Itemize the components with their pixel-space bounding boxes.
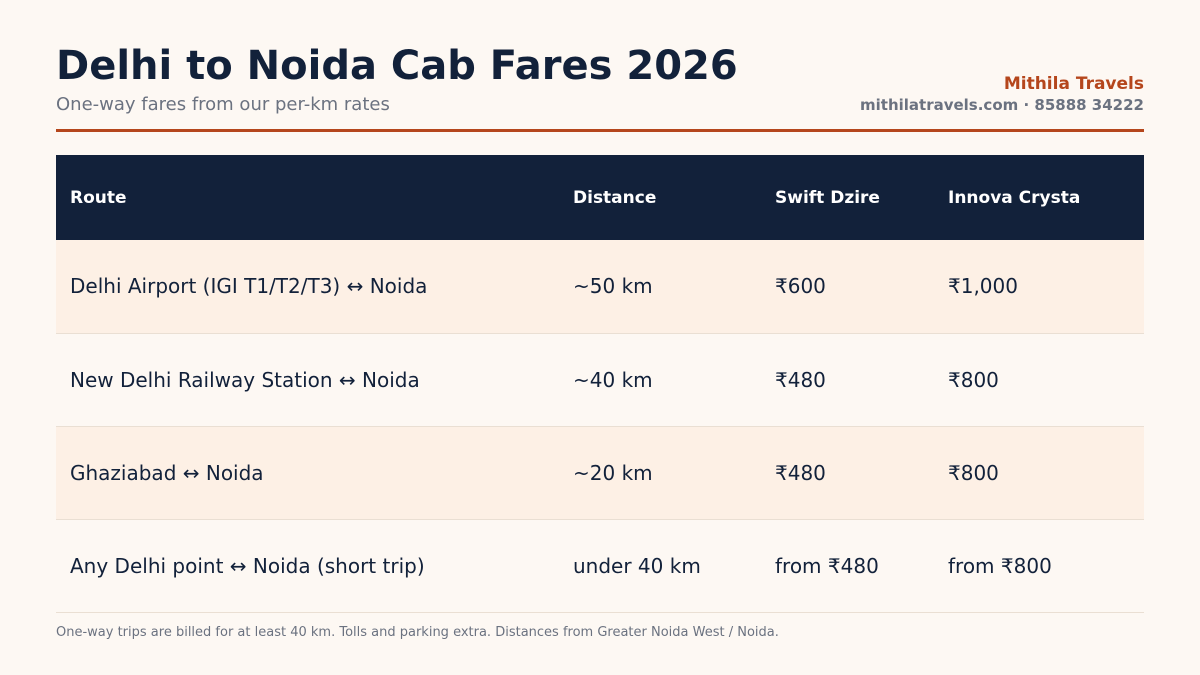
swift-dzire-fare-cell: ₹480 bbox=[761, 333, 934, 427]
brand-block: Mithila Travels mithilatravels.com · 858… bbox=[860, 74, 1144, 115]
distance-cell: ~50 km bbox=[559, 240, 761, 334]
footnote: One-way trips are billed for at least 40… bbox=[56, 625, 779, 640]
route-cell: Delhi Airport (IGI T1/T2/T3) ↔ Noida bbox=[56, 240, 559, 334]
innova-crysta-fare-cell: ₹1,000 bbox=[934, 240, 1144, 334]
table-row: Any Delhi point ↔ Noida (short trip) und… bbox=[56, 519, 1144, 613]
distance-cell: under 40 km bbox=[559, 519, 761, 613]
table-header-row: Route Distance Swift Dzire Innova Crysta bbox=[56, 155, 1144, 240]
route-cell: Ghaziabad ↔ Noida bbox=[56, 426, 559, 520]
page-title: Delhi to Noida Cab Fares 2026 bbox=[56, 43, 738, 89]
column-header-innova-crysta: Innova Crysta bbox=[934, 155, 1144, 240]
table-row: Delhi Airport (IGI T1/T2/T3) ↔ Noida ~50… bbox=[56, 240, 1144, 334]
fare-table: Route Distance Swift Dzire Innova Crysta… bbox=[56, 155, 1144, 613]
page-subtitle: One-way fares from our per-km rates bbox=[56, 94, 390, 115]
brand-name: Mithila Travels bbox=[1003, 74, 1144, 94]
fare-card: Delhi to Noida Cab Fares 2026 One-way fa… bbox=[56, 0, 1144, 675]
column-header-route: Route bbox=[56, 155, 559, 240]
column-header-distance: Distance bbox=[559, 155, 761, 240]
swift-dzire-fare-cell: ₹480 bbox=[761, 426, 934, 520]
distance-cell: ~20 km bbox=[559, 426, 761, 520]
innova-crysta-fare-cell: from ₹800 bbox=[934, 519, 1144, 613]
column-header-swift-dzire: Swift Dzire bbox=[761, 155, 934, 240]
distance-cell: ~40 km bbox=[559, 333, 761, 427]
table-row: Ghaziabad ↔ Noida ~20 km ₹480 ₹800 bbox=[56, 426, 1144, 520]
swift-dzire-fare-cell: from ₹480 bbox=[761, 519, 934, 613]
header: Delhi to Noida Cab Fares 2026 One-way fa… bbox=[56, 38, 1144, 132]
route-cell: New Delhi Railway Station ↔ Noida bbox=[56, 333, 559, 427]
brand-contact: mithilatravels.com · 85888 34222 bbox=[860, 96, 1144, 114]
innova-crysta-fare-cell: ₹800 bbox=[934, 426, 1144, 520]
swift-dzire-fare-cell: ₹600 bbox=[761, 240, 934, 334]
innova-crysta-fare-cell: ₹800 bbox=[934, 333, 1144, 427]
route-cell: Any Delhi point ↔ Noida (short trip) bbox=[56, 519, 559, 613]
table-row: New Delhi Railway Station ↔ Noida ~40 km… bbox=[56, 333, 1144, 427]
